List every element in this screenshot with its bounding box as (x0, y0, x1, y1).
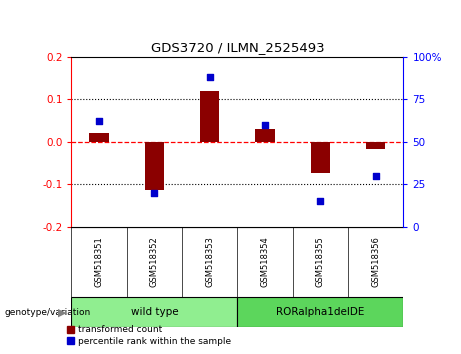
Point (95, 118, 103, 124)
Legend: transformed count, percentile rank within the sample: transformed count, percentile rank withi… (67, 325, 230, 346)
Text: ▶: ▶ (59, 307, 67, 318)
Text: GSM518355: GSM518355 (316, 236, 325, 287)
Text: GSM518353: GSM518353 (205, 236, 214, 287)
Bar (145, 142, 164, 190)
Bar (366, 142, 385, 149)
Point (206, 74, 213, 80)
Bar (255, 129, 275, 142)
Text: genotype/variation: genotype/variation (5, 308, 91, 317)
Bar (89, 133, 109, 142)
Text: GSM518352: GSM518352 (150, 236, 159, 287)
Point (261, 122, 269, 127)
Text: GSM518356: GSM518356 (371, 236, 380, 287)
Text: GSM518354: GSM518354 (260, 236, 270, 287)
Text: GSM518351: GSM518351 (95, 236, 104, 287)
Point (317, 198, 324, 204)
Bar (311, 142, 330, 173)
Point (372, 173, 379, 178)
Text: RORalpha1delDE: RORalpha1delDE (276, 307, 365, 318)
Point (151, 190, 158, 195)
Bar (237, 297, 403, 327)
Text: wild type: wild type (130, 307, 178, 318)
Bar (71, 297, 237, 327)
Bar (200, 91, 219, 142)
Title: GDS3720 / ILMN_2525493: GDS3720 / ILMN_2525493 (151, 41, 324, 54)
